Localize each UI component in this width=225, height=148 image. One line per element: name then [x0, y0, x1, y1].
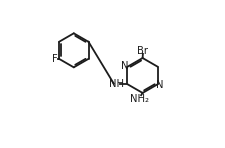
- Text: N: N: [121, 61, 128, 71]
- Text: Br: Br: [137, 46, 148, 56]
- Text: F: F: [52, 54, 58, 64]
- Text: N: N: [156, 79, 163, 90]
- Text: NH₂: NH₂: [130, 94, 149, 104]
- Text: NH: NH: [109, 79, 124, 89]
